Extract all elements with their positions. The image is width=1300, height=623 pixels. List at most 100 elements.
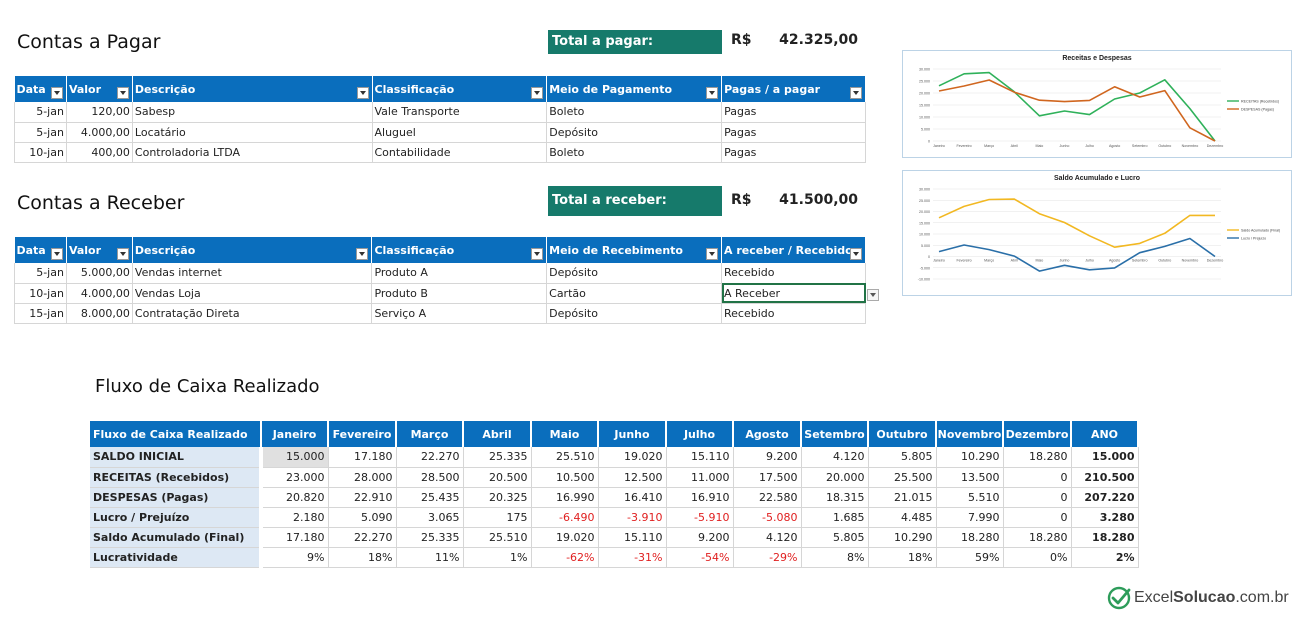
cell[interactable]: 15.110 <box>666 447 734 468</box>
cell[interactable]: 28.500 <box>396 467 464 488</box>
cell[interactable]: 5.805 <box>868 447 937 468</box>
cell[interactable]: 25.435 <box>396 487 464 508</box>
cell[interactable]: 10.500 <box>531 467 599 488</box>
cell[interactable]: 18.280 <box>1071 527 1139 548</box>
filter-dropdown-icon[interactable] <box>116 87 129 99</box>
cell[interactable]: Recebido <box>721 303 866 324</box>
pagar-header-status[interactable]: Pagas / a pagar <box>721 76 866 102</box>
cell[interactable]: Sabesp <box>132 102 373 123</box>
cell[interactable]: 59% <box>936 547 1004 568</box>
cell[interactable]: -5.910 <box>666 507 734 528</box>
cell[interactable]: 19.020 <box>531 527 599 548</box>
cell[interactable]: 4.120 <box>733 527 802 548</box>
cell[interactable]: -31% <box>598 547 667 568</box>
cell[interactable]: 20.000 <box>801 467 869 488</box>
cell[interactable]: Aluguel <box>372 122 548 143</box>
receber-header-classificacao[interactable]: Classificação <box>371 237 548 263</box>
cell[interactable]: 5.510 <box>936 487 1004 508</box>
cell[interactable]: 9.200 <box>666 527 734 548</box>
cell[interactable]: 10-jan <box>14 142 67 163</box>
cell[interactable]: 12.500 <box>598 467 667 488</box>
cell[interactable]: 210.500 <box>1071 467 1139 488</box>
cell[interactable]: 9% <box>261 547 329 568</box>
cell[interactable]: 1% <box>463 547 532 568</box>
cell[interactable]: 10.290 <box>868 527 937 548</box>
cell-dropdown-icon[interactable] <box>867 289 879 301</box>
cell[interactable]: -29% <box>733 547 802 568</box>
cell[interactable]: 15.000 <box>1071 447 1139 468</box>
cell[interactable]: 18.280 <box>936 527 1004 548</box>
cell[interactable]: 2.180 <box>261 507 329 528</box>
cell[interactable]: 25.500 <box>868 467 937 488</box>
cell[interactable]: 18.280 <box>1003 447 1072 468</box>
cell[interactable]: Vendas Loja <box>132 283 373 304</box>
cell[interactable]: 28.000 <box>328 467 397 488</box>
cell[interactable]: 5-jan <box>14 102 67 123</box>
cell[interactable]: -3.910 <box>598 507 667 528</box>
cell[interactable]: 5.090 <box>328 507 397 528</box>
cell[interactable]: Boleto <box>546 142 723 163</box>
receber-header-data[interactable]: Data <box>14 237 67 263</box>
receber-header-valor[interactable]: Valor <box>66 237 133 263</box>
cell[interactable]: 15.110 <box>598 527 667 548</box>
cell[interactable]: 22.270 <box>396 447 464 468</box>
cell[interactable]: 16.410 <box>598 487 667 508</box>
receber-header-descricao[interactable]: Descrição <box>132 237 373 263</box>
cell[interactable]: 21.015 <box>868 487 937 508</box>
filter-dropdown-icon[interactable] <box>356 87 369 99</box>
cell[interactable]: Pagas <box>721 102 866 123</box>
cell[interactable]: Produto B <box>371 283 548 304</box>
cell[interactable]: 23.000 <box>261 467 329 488</box>
cell[interactable]: 400,00 <box>66 142 133 163</box>
cell[interactable]: 18% <box>328 547 397 568</box>
receber-header-meio[interactable]: Meio de Recebimento <box>546 237 723 263</box>
cell[interactable]: 20.325 <box>463 487 532 508</box>
cell[interactable]: 22.910 <box>328 487 397 508</box>
cell[interactable]: 175 <box>463 507 532 528</box>
filter-dropdown-icon[interactable] <box>706 87 719 99</box>
cell[interactable]: 9.200 <box>733 447 802 468</box>
cell[interactable]: 25.510 <box>463 527 532 548</box>
cell[interactable]: 16.910 <box>666 487 734 508</box>
cell[interactable]: Depósito <box>546 122 723 143</box>
cell[interactable]: 17.180 <box>261 527 329 548</box>
cell[interactable]: 4.485 <box>868 507 937 528</box>
cell[interactable]: 2% <box>1071 547 1139 568</box>
cell[interactable]: 0% <box>1003 547 1072 568</box>
cell[interactable]: 3.280 <box>1071 507 1139 528</box>
cell[interactable]: 18% <box>868 547 937 568</box>
cell[interactable]: Serviço A <box>371 303 548 324</box>
cell[interactable]: 18.315 <box>801 487 869 508</box>
cell[interactable]: Pagas <box>721 122 866 143</box>
pagar-header-data[interactable]: Data <box>14 76 67 102</box>
cell[interactable]: 25.335 <box>396 527 464 548</box>
cell[interactable]: 20.500 <box>463 467 532 488</box>
cell[interactable]: -5.080 <box>733 507 802 528</box>
cell[interactable]: 15-jan <box>14 303 67 324</box>
cell[interactable]: 0 <box>1003 487 1072 508</box>
cell[interactable]: 17.180 <box>328 447 397 468</box>
cell[interactable]: 5-jan <box>14 263 67 284</box>
cell[interactable]: 8% <box>801 547 869 568</box>
cell[interactable]: 17.500 <box>733 467 802 488</box>
cell[interactable]: Vale Transporte <box>372 102 548 123</box>
cell[interactable]: 18.280 <box>1003 527 1072 548</box>
filter-dropdown-icon[interactable] <box>706 248 719 260</box>
pagar-header-classificacao[interactable]: Classificação <box>372 76 548 102</box>
cell[interactable]: 0 <box>1003 467 1072 488</box>
active-cell[interactable]: A Receber <box>721 283 866 304</box>
cell[interactable]: Produto A <box>371 263 548 284</box>
cell[interactable]: 5.000,00 <box>66 263 133 284</box>
cell[interactable]: 19.020 <box>598 447 667 468</box>
cell[interactable]: 120,00 <box>66 102 133 123</box>
receber-header-status[interactable]: A receber / Recebido <box>721 237 866 263</box>
cell[interactable]: 11% <box>396 547 464 568</box>
cell[interactable]: 3.065 <box>396 507 464 528</box>
filter-dropdown-icon[interactable] <box>50 87 63 99</box>
filter-dropdown-icon[interactable] <box>50 248 63 260</box>
cell[interactable]: 25.510 <box>531 447 599 468</box>
cell[interactable]: Pagas <box>721 142 866 163</box>
filter-dropdown-icon[interactable] <box>850 248 862 260</box>
cell[interactable]: 4.000,00 <box>66 283 133 304</box>
cell[interactable]: Depósito <box>546 263 723 284</box>
